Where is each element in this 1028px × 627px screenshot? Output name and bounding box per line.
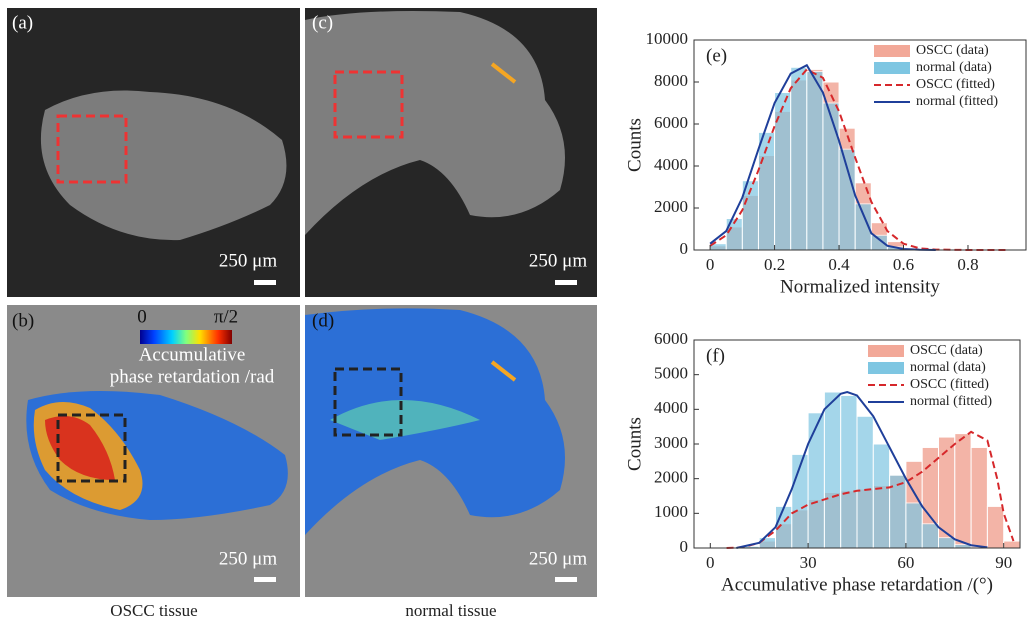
colorbar-max: π/2: [214, 306, 238, 327]
bar: [938, 436, 956, 549]
y-tick-label: 8000: [654, 71, 688, 90]
bar: [840, 394, 858, 549]
x-tick-label: 0: [706, 553, 715, 572]
scale-bar: [555, 577, 577, 582]
y-tick-label: 0: [680, 239, 689, 258]
fitted-line: [709, 68, 1007, 251]
bar: [921, 523, 940, 549]
bar: [822, 102, 840, 251]
y-tick-label: 0: [680, 537, 689, 556]
x-tick-label: 0.8: [957, 255, 978, 274]
fitted-line: [726, 430, 1015, 549]
y-tick-label: 2000: [654, 197, 688, 216]
bar: [986, 505, 1005, 549]
bar: [790, 66, 808, 251]
panel-d: (d) 250 μm: [305, 305, 597, 597]
bar: [905, 502, 923, 549]
y-tick-label: 4000: [654, 398, 688, 417]
scale-bar: [555, 280, 577, 285]
y-tick-label: 1000: [654, 502, 688, 521]
panel-a: (a) 250 μm: [7, 8, 300, 297]
legend-label: normal (data): [916, 60, 992, 75]
legend-label: OSCC (data): [910, 343, 983, 358]
y-axis-label: Counts: [624, 118, 645, 172]
x-axis-label: Accumulative phase retardation /(°): [721, 574, 993, 595]
x-tick-label: 0.6: [893, 255, 914, 274]
panel-label: (e): [706, 45, 727, 66]
panel-label: (f): [706, 345, 725, 366]
legend-label: OSCC (fitted): [910, 377, 989, 392]
bar: [856, 415, 874, 549]
x-tick-label: 90: [995, 553, 1012, 572]
scale-bar: [254, 577, 276, 582]
bar: [872, 443, 891, 549]
legend-swatch: [868, 345, 904, 357]
legend-label: normal (fitted): [916, 94, 998, 109]
scale-bar: [254, 280, 276, 285]
x-tick-label: 0: [706, 255, 715, 274]
y-tick-label: 5000: [654, 364, 688, 383]
x-tick-label: 30: [800, 553, 817, 572]
legend-label: normal (data): [910, 360, 986, 375]
scale-bar-label: 250 μm: [529, 250, 587, 271]
bar: [1003, 540, 1021, 549]
legend-label: OSCC (data): [916, 43, 989, 58]
legend-swatch: [874, 62, 910, 74]
legend-swatch: [874, 45, 910, 57]
y-axis-label: Counts: [624, 417, 645, 471]
legend-label: OSCC (fitted): [916, 77, 995, 92]
x-tick-label: 0.4: [828, 255, 850, 274]
plot-frame: [693, 39, 1027, 251]
panel-c: (c) 250 μm: [305, 8, 597, 297]
y-tick-label: 10000: [646, 29, 689, 48]
legend-label: normal (fitted): [910, 394, 992, 409]
bar: [823, 391, 842, 549]
panel-label: (d): [312, 310, 334, 331]
y-tick-label: 6000: [654, 113, 688, 132]
caption: normal tissue: [405, 601, 496, 620]
x-tick-label: 0.2: [764, 255, 785, 274]
x-axis-label: Normalized intensity: [780, 276, 940, 297]
y-tick-label: 4000: [654, 155, 688, 174]
panel-b: 0 π/2 Accumulative phase retardation /ra…: [7, 305, 300, 597]
panel-label: (c): [312, 12, 333, 33]
bar: [774, 92, 792, 251]
bar: [938, 537, 956, 549]
colorbar-min: 0: [137, 306, 147, 327]
panel-label: (b): [12, 310, 34, 331]
bar: [807, 412, 825, 549]
x-tick-label: 60: [897, 553, 914, 572]
legend-swatch: [868, 362, 904, 374]
y-tick-label: 6000: [654, 329, 688, 348]
bar: [970, 446, 988, 549]
bar: [954, 433, 972, 549]
fitted-line: [709, 63, 936, 251]
panel-label: (a): [12, 12, 33, 33]
bar: [806, 71, 824, 251]
y-tick-label: 3000: [654, 433, 688, 452]
scale-bar-label: 250 μm: [529, 548, 587, 569]
scale-bar-label: 250 μm: [219, 548, 277, 569]
bar: [838, 148, 856, 251]
colorbar-subtitle: phase retardation /rad: [110, 366, 275, 387]
colorbar-title: Accumulative: [139, 344, 246, 365]
caption: OSCC tissue: [110, 601, 197, 620]
y-tick-label: 2000: [654, 468, 688, 487]
colorbar: [140, 330, 232, 344]
scale-bar-label: 250 μm: [219, 250, 277, 271]
fitted-line: [736, 390, 988, 549]
